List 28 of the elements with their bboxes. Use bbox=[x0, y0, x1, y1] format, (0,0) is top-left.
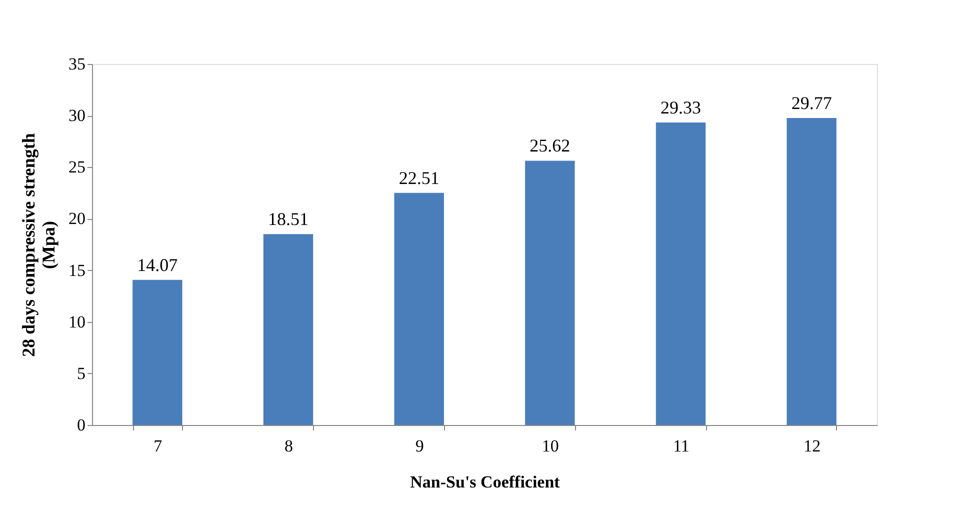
data-label: 29.77 bbox=[791, 92, 832, 113]
y-tick-label: 20 bbox=[68, 209, 86, 228]
y-tick-label: 25 bbox=[68, 158, 86, 177]
y-tick-label: 30 bbox=[68, 106, 86, 126]
y-axis-title: 28 days compressive strength (Mpa) bbox=[18, 133, 58, 357]
bar bbox=[525, 160, 575, 425]
y-tick-label: 10 bbox=[68, 312, 86, 332]
bar bbox=[786, 118, 836, 425]
data-label: 22.51 bbox=[398, 168, 440, 188]
y-tick-label: 0 bbox=[77, 416, 86, 434]
x-axis-title: Nan-Su's Coefficient bbox=[410, 472, 560, 492]
y-tick-label: 35 bbox=[68, 54, 86, 74]
data-label: 18.51 bbox=[268, 209, 308, 230]
x-tick-label: 11 bbox=[673, 436, 690, 456]
x-tick-label: 12 bbox=[804, 436, 821, 456]
bar bbox=[263, 234, 314, 425]
data-label: 14.07 bbox=[137, 254, 178, 275]
x-tick-label: 8 bbox=[284, 436, 293, 456]
y-tick-label: 5 bbox=[77, 364, 86, 383]
x-tick-label: 9 bbox=[415, 436, 424, 456]
bar bbox=[394, 192, 444, 425]
bar bbox=[132, 280, 182, 425]
data-label: 29.33 bbox=[660, 97, 701, 118]
bar bbox=[656, 122, 706, 425]
x-tick-label: 7 bbox=[154, 436, 163, 456]
x-tick-label: 10 bbox=[542, 436, 559, 456]
y-tick-label: 15 bbox=[68, 260, 86, 280]
data-label: 25.62 bbox=[530, 136, 570, 156]
